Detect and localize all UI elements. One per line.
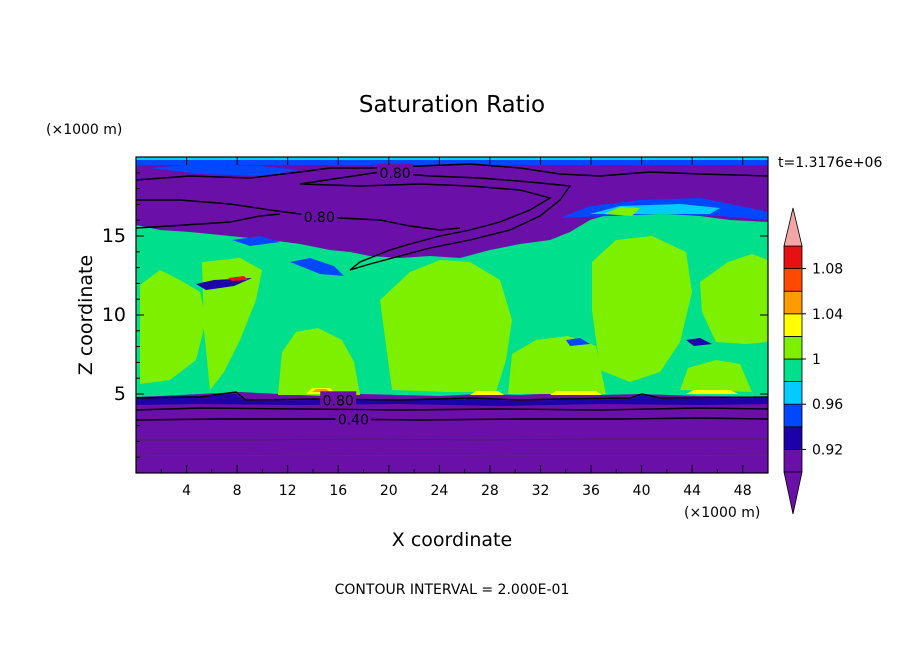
- colorbar-swatch: [783, 403, 803, 428]
- contour-label-bg: [301, 208, 338, 225]
- x-axis-ticks: 4 8 12 16 20 24 28 32 36 40 44 48: [160, 157, 752, 499]
- y-tick-label: 15: [102, 225, 126, 247]
- contour-lines: [136, 163, 768, 457]
- moist-patch: [700, 254, 768, 344]
- upper-moist-patch: [150, 164, 300, 176]
- x-tick-label: 20: [380, 483, 398, 499]
- colorbar-swatch: [783, 268, 803, 292]
- upper-moist-strip: [136, 160, 768, 165]
- moist-patch: [592, 236, 692, 382]
- contour-label-bg: [320, 391, 357, 408]
- colorbar: 0.92 0.96 1 1.04 1.08: [783, 207, 843, 515]
- x-tick-label: 16: [329, 483, 347, 499]
- x-tick-label: 12: [279, 483, 297, 499]
- y-axis-label: Z coordinate: [75, 255, 97, 375]
- moist-patch: [380, 260, 512, 392]
- dry-intrusion: [232, 236, 280, 246]
- x-tick-label: 4: [182, 483, 191, 499]
- colorbar-label: 1.08: [812, 262, 843, 278]
- contour-labels: 0.80 0.80 0.80 0.40: [301, 163, 414, 428]
- y-tick-label: 5: [114, 383, 126, 405]
- supersaturated-strip: [686, 390, 738, 394]
- x-tick-label: 48: [734, 483, 752, 499]
- colorbar-swatch: [783, 381, 803, 405]
- x-tick-label: 40: [633, 483, 651, 499]
- colorbar-swatch: [783, 358, 803, 383]
- dry-intrusion: [228, 276, 248, 281]
- contour-field: [136, 157, 768, 473]
- contour-label-bg: [335, 410, 372, 427]
- x-tick-label: 8: [233, 483, 242, 499]
- dry-intrusion: [686, 338, 712, 346]
- colorbar-over-arrow: [783, 207, 803, 247]
- supersaturated-strip: [470, 391, 504, 395]
- moist-patch: [278, 328, 360, 395]
- x-tick-label: 28: [481, 483, 499, 499]
- contour-label: 0.80: [323, 393, 354, 409]
- colorbar-swatch: [783, 448, 803, 473]
- x-axis-label: X coordinate: [392, 529, 512, 551]
- contour-label-bg: [377, 163, 414, 180]
- y-tick-label: 10: [102, 304, 126, 326]
- y-axis-unit: (×1000 m): [46, 122, 122, 138]
- moist-patch: [680, 360, 752, 392]
- colorbar-under-arrow: [783, 471, 803, 515]
- colorbar-label: 1: [812, 352, 821, 368]
- contour-label: 0.40: [338, 412, 369, 428]
- colorbar-swatch: [783, 426, 803, 450]
- x-tick-label: 24: [430, 483, 448, 499]
- chart-title: Saturation Ratio: [359, 92, 545, 118]
- contour-interval-note: CONTOUR INTERVAL = 2.000E-01: [335, 582, 570, 598]
- colorbar-swatch: [783, 245, 803, 270]
- colorbar-swatch: [783, 290, 803, 315]
- supersaturated-strip: [550, 391, 602, 395]
- dry-intrusion: [566, 338, 590, 346]
- lower-dry-band: [136, 394, 768, 406]
- colorbar-label: 0.92: [812, 442, 843, 458]
- upper-moist-patch: [604, 207, 640, 216]
- moist-patch: [140, 270, 206, 384]
- x-axis-unit: (×1000 m): [684, 505, 760, 521]
- dry-intrusion: [290, 258, 344, 276]
- colorbar-swatch: [783, 313, 803, 337]
- colorbar-label: 1.04: [812, 307, 843, 323]
- time-label: t=1.3176e+06: [778, 155, 882, 171]
- colorbar-label: 0.96: [812, 397, 843, 413]
- y-axis-ticks: 5 10 15: [102, 172, 768, 458]
- colorbar-swatch: [783, 335, 803, 360]
- moist-patch: [202, 258, 262, 390]
- moist-patch: [508, 336, 606, 394]
- supersaturated-strip: [312, 389, 330, 392]
- x-tick-label: 32: [532, 483, 550, 499]
- contour-label: 0.80: [304, 210, 335, 226]
- dry-intrusion: [196, 278, 252, 290]
- x-tick-label: 44: [683, 483, 701, 499]
- contour-label: 0.80: [380, 166, 411, 182]
- x-tick-label: 36: [582, 483, 600, 499]
